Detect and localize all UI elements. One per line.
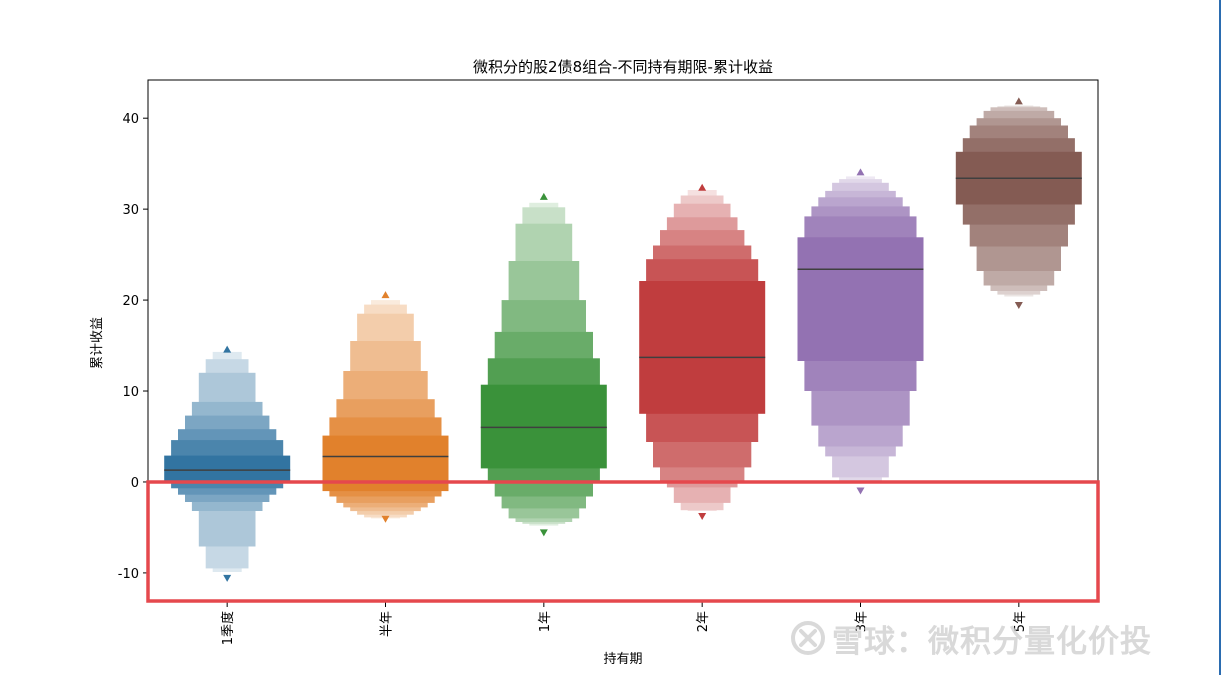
boxen-level-5-1 <box>797 237 924 361</box>
y-tick-label: 0 <box>131 476 139 491</box>
y-tick-label: 10 <box>122 385 139 400</box>
y-tick-label: 20 <box>122 294 139 309</box>
x-tick-label: 1年 <box>538 611 553 632</box>
x-tick-label: 5年 <box>1013 611 1028 632</box>
x-tick-label: 半年 <box>380 611 395 637</box>
boxen-group-2 <box>322 291 449 523</box>
boxen-group-1 <box>164 345 291 582</box>
y-tick-label: 40 <box>122 112 139 127</box>
y-axis-label: 累计收益 <box>90 317 105 369</box>
x-tick-label: 2年 <box>696 611 711 632</box>
x-tick-label: 3年 <box>855 611 870 632</box>
watermark-text: 雪球：微积分量化价投 <box>832 623 1152 660</box>
outlier-marker-high-6 <box>1014 97 1023 105</box>
highlight-box-negative-region <box>146 480 1100 603</box>
outlier-marker-low-2 <box>381 515 390 523</box>
plot-area <box>164 97 1082 582</box>
chart-title: 微积分的股2债8组合-不同持有期限-累计收益 <box>473 58 773 76</box>
outlier-marker-low-3 <box>539 529 548 537</box>
y-tick-label: 30 <box>122 203 139 218</box>
outlier-marker-high-3 <box>539 192 548 200</box>
boxen-level-4-1 <box>639 281 766 414</box>
watermark: 雪球：微积分量化价投 <box>790 616 1152 660</box>
y-tick-label: -10 <box>118 567 139 582</box>
x-axis-label: 持有期 <box>603 652 642 667</box>
boxen-group-5 <box>797 168 924 495</box>
outlier-marker-low-6 <box>1014 302 1023 310</box>
outlier-marker-low-4 <box>698 513 707 521</box>
outlier-marker-high-4 <box>698 183 707 191</box>
outlier-marker-high-5 <box>856 168 865 176</box>
boxen-level-3-1 <box>480 384 607 469</box>
snowball-logo-icon <box>791 621 825 655</box>
outlier-marker-high-1 <box>223 345 232 353</box>
boxen-group-6 <box>955 97 1082 310</box>
plot-frame <box>147 79 1099 603</box>
outlier-marker-low-1 <box>223 574 232 582</box>
outlier-marker-high-2 <box>381 291 390 299</box>
boxen-group-3 <box>480 192 607 537</box>
outlier-marker-low-5 <box>856 487 865 495</box>
boxen-level-1-1 <box>164 455 291 482</box>
window-edge-line <box>1219 0 1221 675</box>
boxen-group-4 <box>639 183 766 521</box>
axes: -10 0 10 20 30 40 1季度 半年 1年 2年 3年 5年 <box>118 79 1099 645</box>
x-tick-label: 1季度 <box>220 611 236 645</box>
